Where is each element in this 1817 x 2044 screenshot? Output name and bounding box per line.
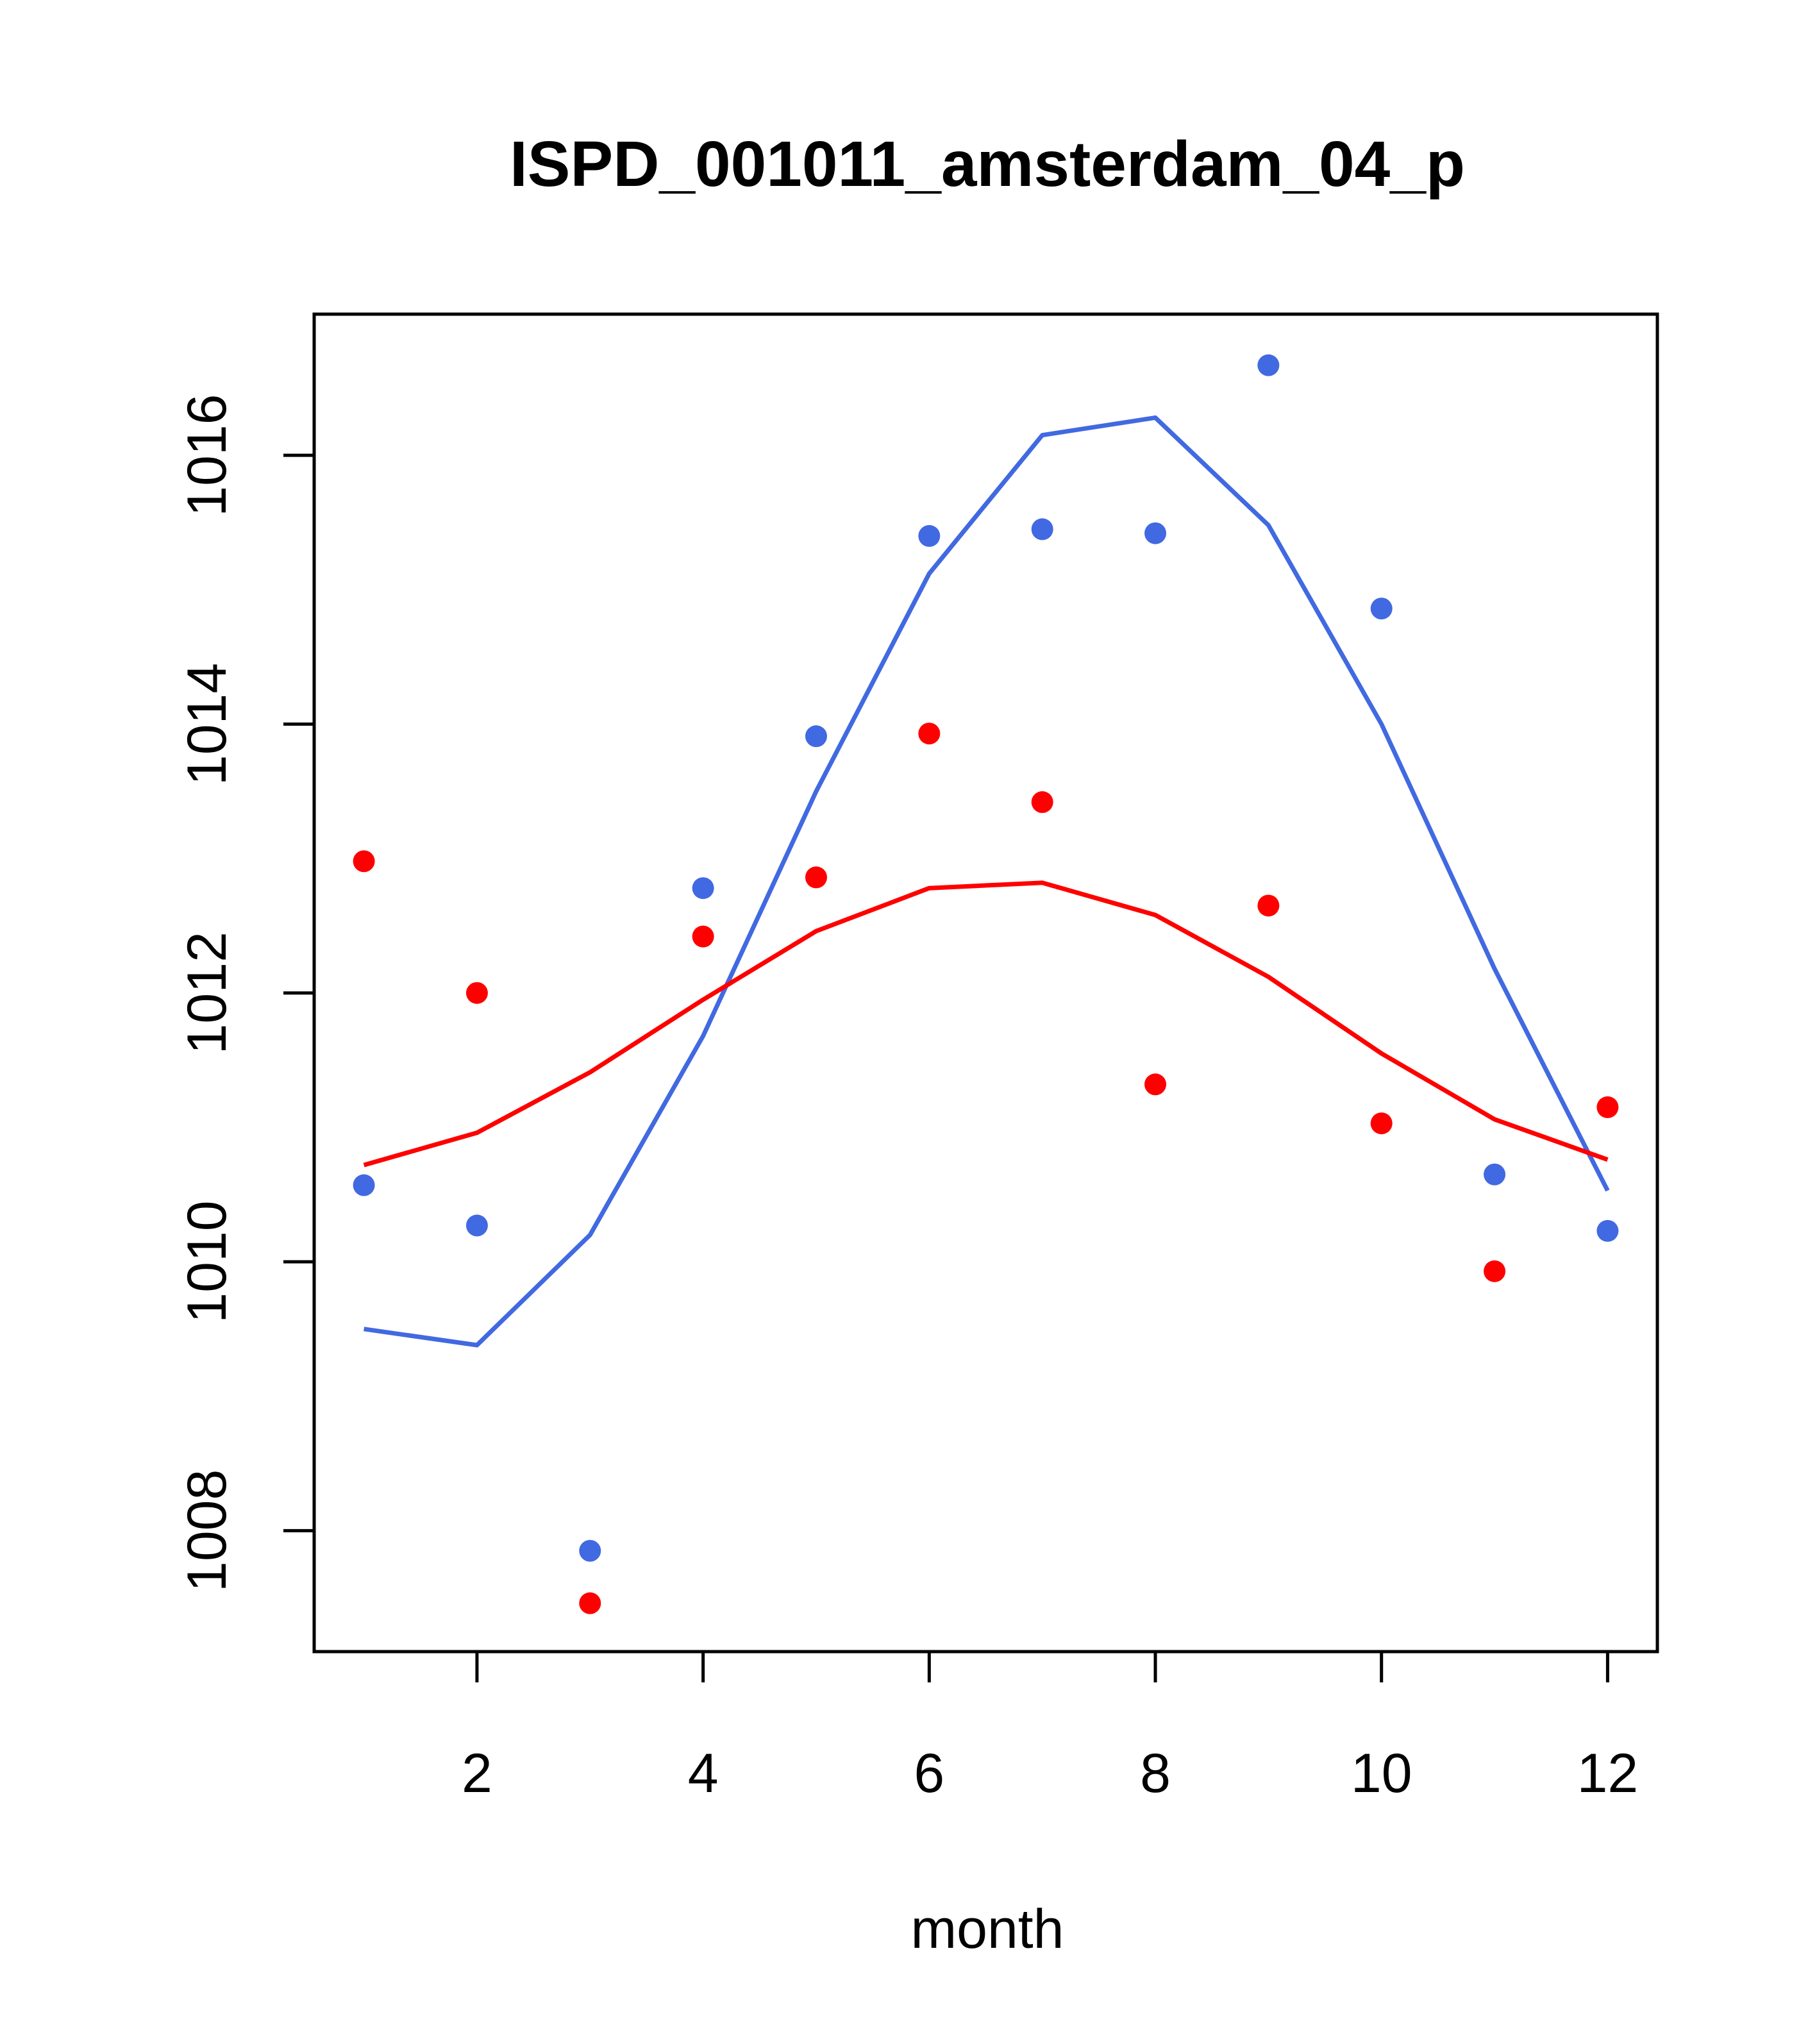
red-point (353, 850, 375, 873)
red-point (1144, 1073, 1167, 1096)
blue-point (579, 1539, 601, 1562)
y-tick-label: 1010 (176, 1200, 238, 1323)
x-axis: 2 4 6 8 10 12 (462, 1650, 1639, 1804)
blue-point (1484, 1163, 1506, 1185)
x-tick-label: 6 (914, 1743, 944, 1804)
red-point (579, 1592, 601, 1614)
red-point (1370, 1112, 1393, 1135)
blue-point (805, 725, 827, 748)
red-point (465, 982, 488, 1004)
red-point (1596, 1096, 1619, 1118)
x-axis-label: month (910, 1898, 1064, 1960)
red-point (1031, 791, 1053, 814)
blue-point (692, 877, 714, 900)
red-point (1484, 1260, 1506, 1282)
y-tick-label: 1008 (176, 1470, 238, 1592)
series-layer (353, 354, 1619, 1614)
x-tick-label: 4 (688, 1743, 719, 1804)
x-tick-label: 8 (1140, 1743, 1171, 1804)
red-point (692, 925, 714, 948)
red-point (805, 866, 827, 889)
x-tick-label: 2 (462, 1743, 492, 1804)
x-tick-label: 10 (1351, 1743, 1412, 1804)
red-point (1257, 894, 1280, 917)
blue-point (918, 524, 941, 547)
blue-point (1031, 518, 1053, 540)
blue-curve-line (364, 415, 1610, 1348)
y-axis: 1008 1010 1012 1014 1016 (176, 394, 316, 1592)
blue-point (1596, 1219, 1619, 1242)
y-tick-label: 1016 (176, 394, 238, 516)
blue-point (1370, 598, 1393, 620)
y-tick-label: 1012 (176, 932, 238, 1054)
chart-title: ISPD_001011_amsterdam_04_p (510, 128, 1465, 200)
blue-point (1144, 522, 1167, 544)
x-tick-label: 12 (1577, 1743, 1639, 1804)
blue-point (1257, 354, 1280, 376)
blue-point (353, 1174, 375, 1196)
blue-point (465, 1214, 488, 1237)
y-tick-label: 1014 (176, 663, 238, 785)
red-point (918, 723, 941, 745)
red-curve-line (363, 880, 1609, 1168)
